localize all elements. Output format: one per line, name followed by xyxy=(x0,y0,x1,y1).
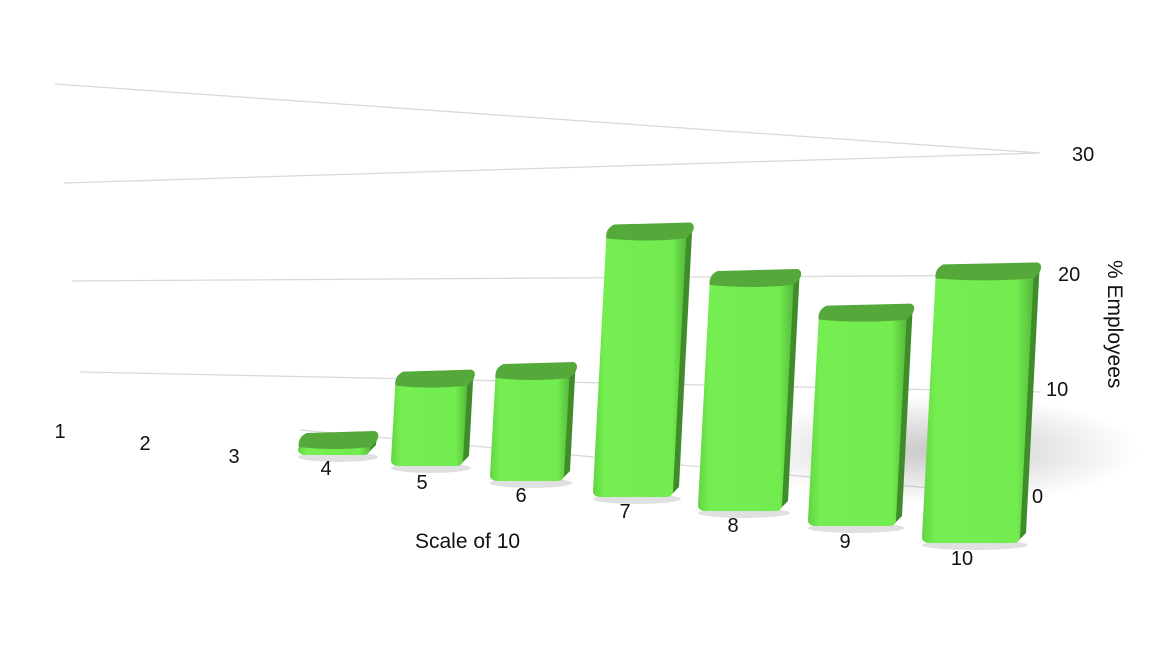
x-tick-label: 7 xyxy=(619,501,630,523)
x-tick-label: 10 xyxy=(951,548,973,570)
x-tick-label: 2 xyxy=(139,433,150,455)
bar xyxy=(490,362,578,488)
bar xyxy=(298,431,379,462)
y-axis-title: % Employees xyxy=(1103,260,1126,388)
gridline-top xyxy=(54,83,1041,154)
y-tick-0: 0 xyxy=(1032,486,1043,508)
bar xyxy=(808,303,915,533)
y-tick-30: 30 xyxy=(1072,144,1094,166)
x-tick-labels: 1 2 3 4 5 6 7 8 9 10 xyxy=(54,421,973,570)
y-tick-10: 10 xyxy=(1046,379,1068,401)
x-tick-label: 3 xyxy=(228,446,239,468)
bar xyxy=(593,222,694,504)
bar xyxy=(391,369,475,473)
gridline-20 xyxy=(71,274,1041,282)
x-tick-label: 4 xyxy=(320,458,331,480)
bar xyxy=(698,269,802,518)
x-tick-label: 5 xyxy=(416,472,427,494)
bars xyxy=(298,222,1042,550)
gridline-30 xyxy=(63,152,1041,184)
y-tick-20: 20 xyxy=(1058,264,1080,286)
bar xyxy=(922,262,1042,550)
x-tick-label: 9 xyxy=(839,531,850,553)
x-axis-title: Scale of 10 xyxy=(415,530,520,553)
x-tick-label: 8 xyxy=(727,515,738,537)
x-tick-label: 6 xyxy=(515,485,526,507)
x-tick-label: 1 xyxy=(54,421,65,443)
y-tick-labels: 0 10 20 30 xyxy=(1032,144,1094,508)
